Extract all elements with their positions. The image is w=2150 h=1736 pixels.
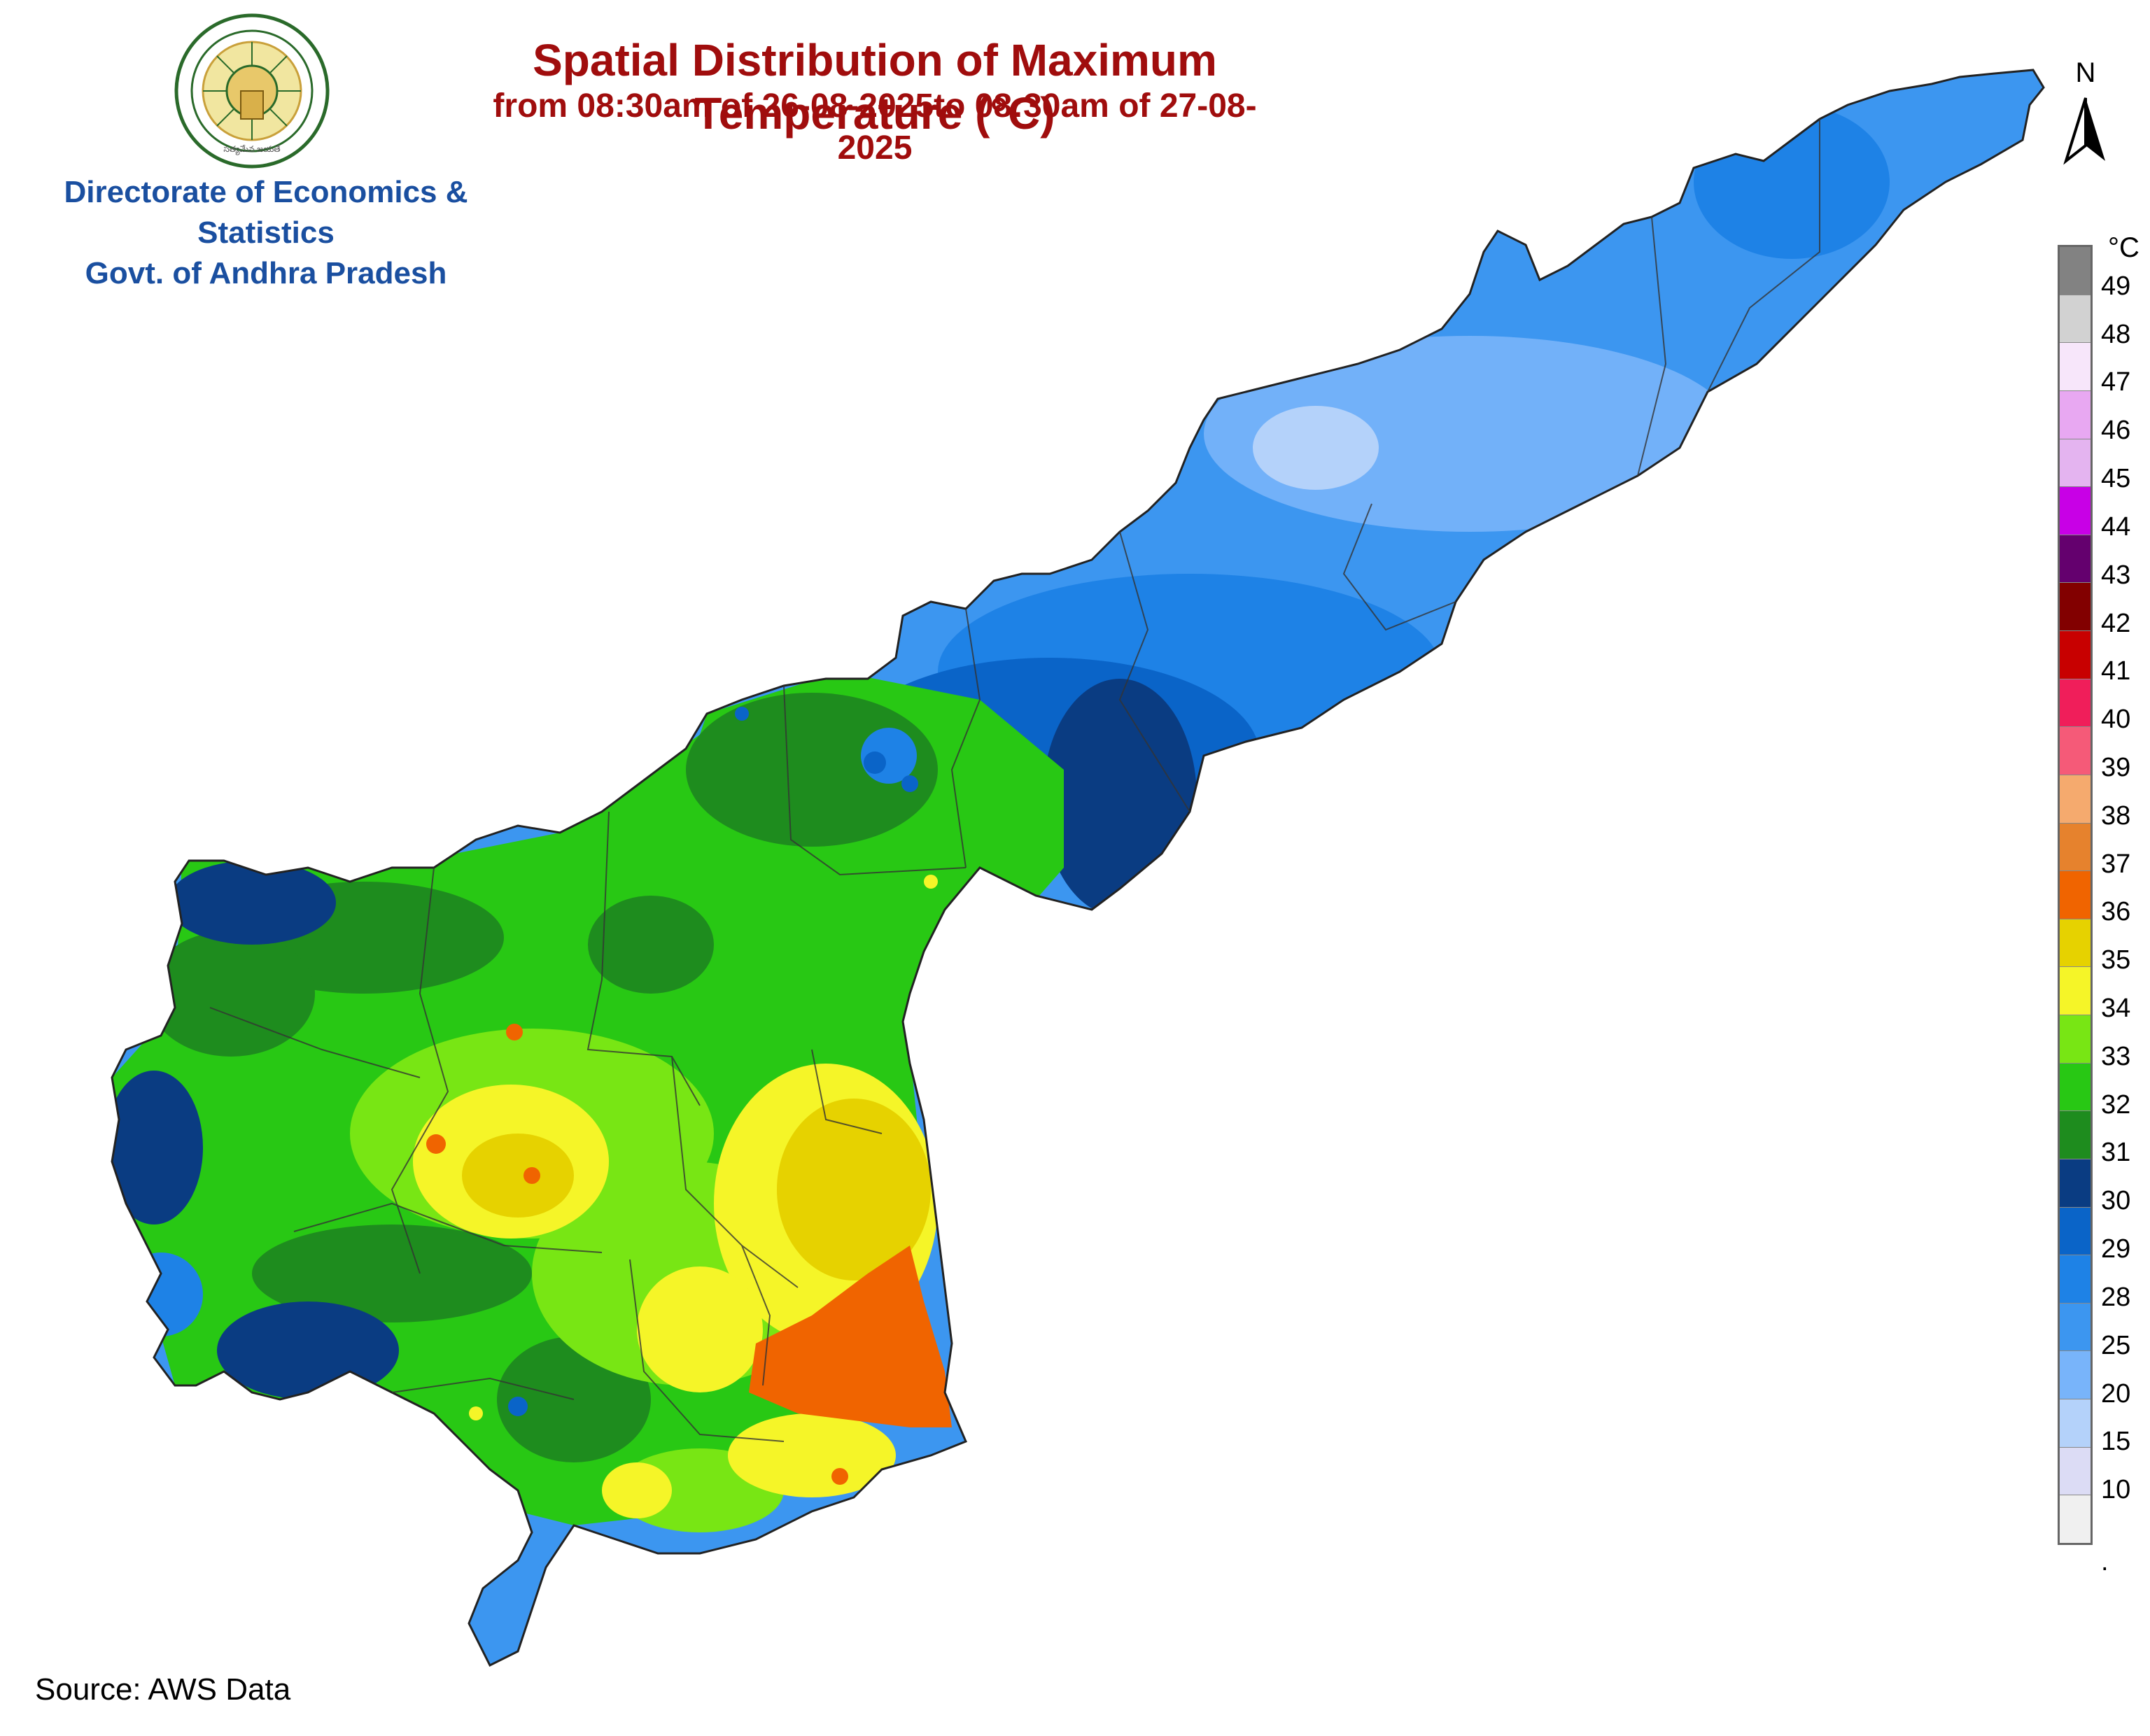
legend-label: 36 <box>2101 897 2131 927</box>
legend-swatch <box>2060 823 2091 872</box>
legend-label: 30 <box>2101 1186 2131 1216</box>
legend-label: 41 <box>2101 656 2131 686</box>
legend-swatch <box>2060 1063 2091 1112</box>
legend-label: 15 <box>2101 1427 2131 1457</box>
legend-label: 48 <box>2101 319 2131 349</box>
legend-swatch <box>2060 1015 2091 1064</box>
legend-swatch <box>2060 487 2091 535</box>
legend-swatch <box>2060 1399 2091 1448</box>
legend-swatch <box>2060 1207 2091 1256</box>
legend-swatch <box>2060 295 2091 344</box>
legend-swatch <box>2060 1159 2091 1208</box>
legend-label: 42 <box>2101 608 2131 638</box>
legend-label: 38 <box>2101 800 2131 831</box>
legend-label: 43 <box>2101 560 2131 590</box>
map-title: Spatial Distribution of Maximum Temperat… <box>533 35 1217 139</box>
legend-label: 39 <box>2101 752 2131 782</box>
legend-swatch <box>2060 919 2091 968</box>
legend-unit: °C <box>2108 232 2140 263</box>
legend-label: 40 <box>2101 705 2131 735</box>
legend-swatch <box>2060 535 2091 584</box>
organization-line2: Govt. of Andhra Pradesh <box>85 256 447 290</box>
legend-swatch <box>2060 1495 2091 1543</box>
legend-swatch <box>2060 439 2091 488</box>
legend-label: 46 <box>2101 416 2131 446</box>
legend-swatch <box>2060 1303 2091 1352</box>
legend-swatch <box>2060 679 2091 728</box>
legend-label: 45 <box>2101 464 2131 494</box>
legend-color-bar <box>2058 245 2093 1545</box>
legend-swatch <box>2060 343 2091 391</box>
organization-name: Directorate of Economics & Statistics Go… <box>0 172 532 294</box>
legend-label: 25 <box>2101 1330 2131 1360</box>
organization-line1: Directorate of Economics & Statistics <box>64 175 468 250</box>
map-subtitle: from 08:30am of 26-08-2025to 08:30am of … <box>493 87 1257 167</box>
legend-swatch <box>2060 871 2091 919</box>
legend-swatch <box>2060 967 2091 1015</box>
north-label: N <box>2075 57 2096 88</box>
legend-swatch <box>2060 1351 2091 1399</box>
legend-label: 28 <box>2101 1282 2131 1312</box>
ap-emblem-icon <box>174 13 330 169</box>
legend-swatch <box>2060 247 2091 295</box>
legend-label: 44 <box>2101 511 2131 542</box>
legend-label: 29 <box>2101 1234 2131 1264</box>
legend-label: 34 <box>2101 994 2131 1024</box>
legend-label: 32 <box>2101 1089 2131 1120</box>
legend-swatch <box>2060 775 2091 824</box>
emblem-caption: సత్యమేవ జయతే <box>223 144 281 154</box>
legend-label: 47 <box>2101 367 2131 397</box>
legend-label: 31 <box>2101 1138 2131 1168</box>
legend-swatch <box>2060 727 2091 775</box>
legend-swatch <box>2060 1447 2091 1496</box>
legend-label: 35 <box>2101 945 2131 975</box>
legend-swatch <box>2060 583 2091 631</box>
legend-swatch <box>2060 631 2091 679</box>
legend-label: 37 <box>2101 849 2131 879</box>
legend-label: 49 <box>2101 271 2131 301</box>
legend-swatch <box>2060 1111 2091 1159</box>
legend-label: 20 <box>2101 1378 2131 1409</box>
north-arrow-icon <box>2063 97 2105 165</box>
legend-label: 33 <box>2101 1041 2131 1071</box>
source-note: Source: AWS Data <box>35 1672 291 1707</box>
legend-label: 10 <box>2101 1475 2131 1505</box>
legend-bottom-marker: . <box>2101 1547 2109 1576</box>
legend-swatch <box>2060 390 2091 439</box>
legend-swatch <box>2060 1255 2091 1304</box>
